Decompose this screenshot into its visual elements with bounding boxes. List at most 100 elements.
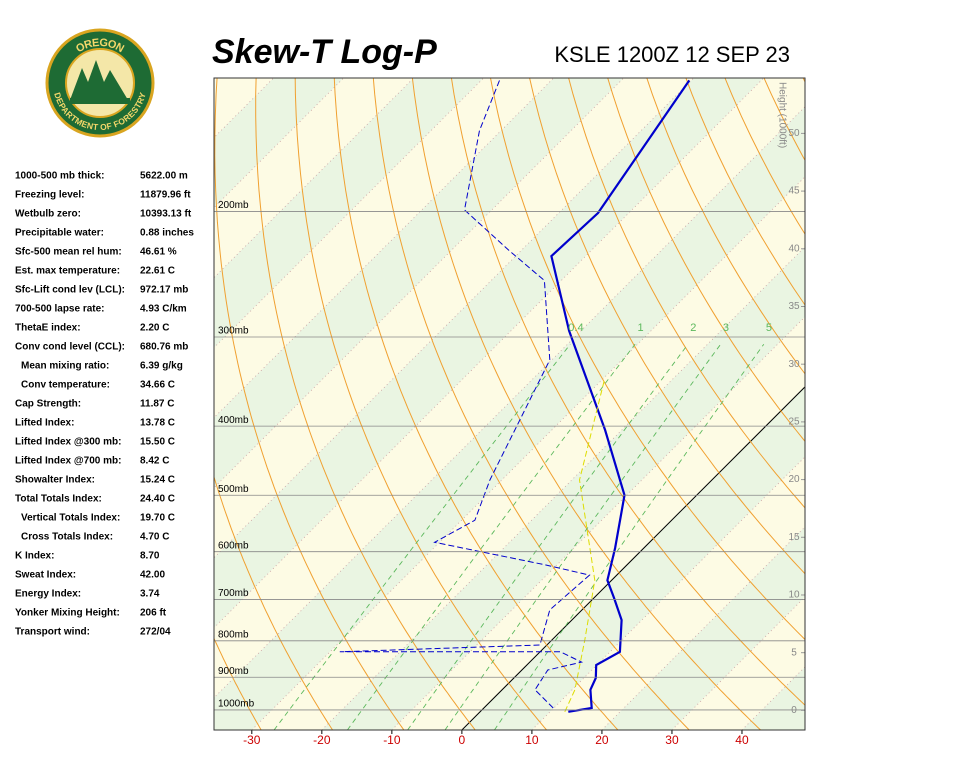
height-label: 30 [788, 359, 800, 370]
axes: 1000mb 900mb 800mb 700mb 600mb 500mb 400mb 300m… [213, 77, 806, 747]
isotherm [214, 78, 695, 559]
x-tick-label: -10 [383, 733, 401, 747]
height-label: 0 [791, 705, 797, 716]
isotherm [251, 176, 805, 730]
mixing-ratio-line [494, 343, 765, 730]
height-label: 45 [788, 186, 800, 197]
stat-value: 6.39 g/kg [140, 361, 183, 372]
mixing-ratio-label: 2 [690, 322, 696, 334]
isotherm-band [251, 176, 805, 730]
stat-label: Sweat Index: [15, 570, 76, 581]
stat-value: 10393.13 ft [140, 209, 192, 220]
height-label: 50 [788, 128, 800, 139]
stat-value: 24.40 C [140, 494, 175, 505]
profile-line [339, 80, 591, 709]
x-tick-label: 20 [595, 733, 609, 747]
stat-value: 8.70 [140, 551, 160, 562]
dry-adiabat [916, 71, 960, 730]
mixing-ratio-label: 5 [766, 322, 772, 334]
pressure-label: 500mb [218, 484, 249, 495]
stat-label: Transport wind: [15, 627, 90, 638]
stat-label: Showalter Index: [15, 475, 95, 486]
isotherm-band [214, 106, 805, 730]
isotherm [214, 106, 805, 699]
isotherm [812, 78, 960, 730]
dry-adiabat [955, 71, 960, 730]
logo: OREGON DEPARTMENT OF FORESTRY [45, 28, 155, 138]
pressure-label: 900mb [218, 666, 249, 677]
profile-line [564, 380, 605, 713]
pressure-label: 800mb [218, 629, 249, 640]
isotherm [214, 78, 765, 629]
logo-top: OREGON [74, 37, 126, 56]
stat-value: 206 ft [140, 608, 167, 619]
isotherm-band [601, 526, 805, 730]
stat-label: Lifted Index: [15, 418, 74, 429]
stat-label: Yonker Mixing Height: [15, 608, 120, 619]
dry-adiabat [607, 78, 805, 443]
stat-label: Energy Index: [15, 589, 81, 600]
stat-label: Sfc-Lift cond lev (LCL): [15, 285, 125, 296]
pressure-label: 400mb [218, 415, 249, 426]
dry-adiabat [450, 78, 805, 706]
height-label: 5 [791, 647, 797, 658]
mixing-ratio-label: 0.4 [568, 322, 583, 334]
stat-label: Mean mixing ratio: [21, 361, 109, 372]
mixing-ratio-label: 1 [637, 322, 643, 334]
dry-adiabat [568, 78, 805, 509]
isotherm-band [214, 78, 484, 348]
stat-label: 700-500 lapse rate: [15, 304, 105, 315]
stat-value: 680.76 mb [140, 342, 188, 353]
height-label: 25 [788, 417, 800, 428]
isotherm [214, 78, 484, 349]
mixing-ratio-line [347, 343, 636, 730]
stat-value: 0.88 inches [140, 228, 194, 239]
stat-value: 46.61 % [140, 247, 177, 258]
x-tick-label: -30 [243, 733, 261, 747]
isotherm-band [812, 78, 960, 730]
isotherm [461, 386, 805, 730]
stat-label: Cross Totals Index: [21, 532, 113, 543]
stat-label: Est. max temperature: [15, 266, 120, 277]
stat-value: 8.42 C [140, 456, 169, 467]
chart-subtitle: KSLE 1200Z 12 SEP 23 [554, 42, 790, 67]
stat-label: Precipitable water: [15, 228, 104, 239]
profile-line [550, 79, 691, 713]
dry-adiabat [838, 71, 960, 730]
pressure-label: 700mb [218, 588, 249, 599]
mixing-ratio-line [444, 343, 722, 730]
chart-title: Skew-T Log-P [212, 33, 437, 71]
stat-value: 972.17 mb [140, 285, 188, 296]
plot-area [214, 71, 960, 730]
dry-adiabat [490, 78, 805, 641]
pressure-label: 1000mb [218, 699, 255, 710]
stat-label: Lifted Index @700 mb: [15, 456, 121, 467]
stat-label: 1000-500 mb thick: [15, 171, 105, 182]
stat-label: Conv cond level (CCL): [15, 342, 125, 353]
isotherm-band [671, 596, 805, 730]
mixing-ratio-label: 3 [723, 322, 729, 334]
dry-adiabat [372, 78, 690, 730]
stat-label: Conv temperature: [21, 380, 110, 391]
x-tick-label: 30 [665, 733, 679, 747]
stat-value: 3.74 [140, 589, 160, 600]
stat-value: 272/04 [140, 627, 171, 638]
pressure-label: 300mb [218, 326, 249, 337]
height-label: 15 [788, 532, 800, 543]
stat-value: 15.24 C [140, 475, 175, 486]
stat-value: 22.61 C [140, 266, 175, 277]
stat-label: Wetbulb zero: [15, 209, 81, 220]
stat-value: 4.93 C/km [140, 304, 187, 315]
stat-value: 11.87 C [140, 399, 174, 410]
stat-value: 34.66 C [140, 380, 175, 391]
stats-list: 1000-500 mb thick: 5622.00 m Freezing leve… [15, 171, 194, 638]
stat-value: 42.00 [140, 570, 165, 581]
stat-label: Sfc-500 mean rel hum: [15, 247, 122, 258]
dry-adiabat [333, 78, 619, 730]
height-label: 40 [788, 243, 800, 254]
stat-value: 4.70 C [140, 532, 169, 543]
dry-adiabat [214, 475, 334, 730]
x-tick-label: 40 [735, 733, 749, 747]
dry-adiabat [802, 78, 805, 84]
